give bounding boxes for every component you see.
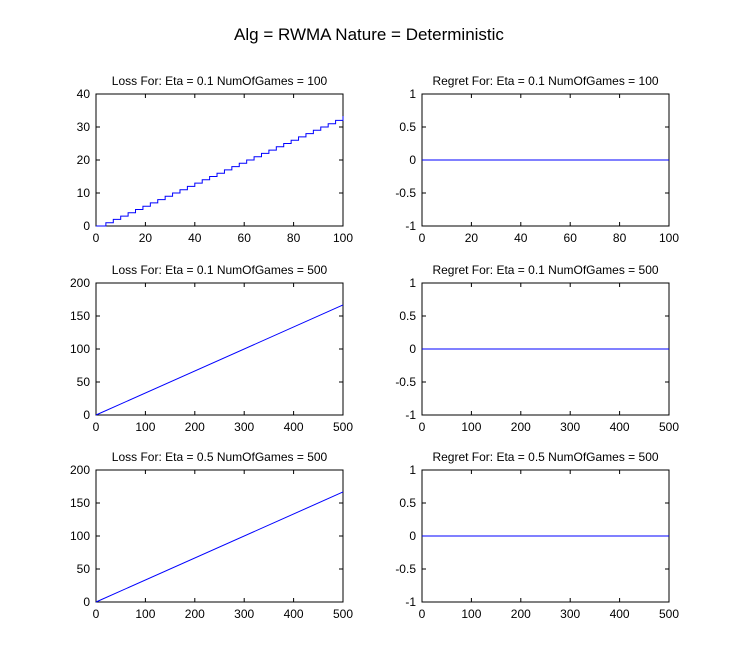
subplot-title: Regret For: Eta = 0.5 NumOfGames = 500 [432,450,658,464]
subplot-5: Loss For: Eta = 0.5 NumOfGames = 500 0 100… [70,450,353,621]
x-tick-label: 100 [135,607,155,621]
x-tick-label: 500 [659,420,679,434]
y-tick-label: 200 [70,276,90,290]
subplot-6: Regret For: Eta = 0.5 NumOfGames = 500 0 1… [395,450,679,621]
y-tick-label: 1 [409,463,416,477]
y-tick-label: 0.5 [399,496,416,510]
y-tick-label: 50 [77,562,91,576]
series-line-1 [96,116,344,227]
y-tick-label: 20 [77,153,91,167]
x-tick-label: 400 [284,420,304,434]
x-tick-label: 300 [560,607,580,621]
y-tick-label: 0 [409,153,416,167]
y-tick-label: 1 [409,276,416,290]
plot-area [95,469,344,603]
y-tick-label: 10 [77,186,91,200]
x-tick-label: 200 [185,420,205,434]
subplot-4: Regret For: Eta = 0.1 NumOfGames = 500 0 1… [395,263,679,434]
y-tick-label: 50 [77,375,91,389]
y-tick-label: 0.5 [399,120,416,134]
x-tick-label: 20 [139,231,153,245]
x-tick-label: 40 [188,231,202,245]
subplot-title: Loss For: Eta = 0.1 NumOfGames = 100 [112,74,328,88]
y-tick-label: -0.5 [395,562,416,576]
y-tick-label: 0 [409,529,416,543]
y-tick-label: 100 [70,342,90,356]
y-tick-label: 30 [77,120,91,134]
x-tick-label: 40 [514,231,528,245]
x-tick-label: 80 [287,231,301,245]
x-tick-label: 0 [93,231,100,245]
figure-suptitle: Alg = RWMA Nature = Deterministic [234,25,504,44]
y-tick-label: 0.5 [399,309,416,323]
x-tick-label: 200 [185,607,205,621]
x-tick-label: 60 [238,231,252,245]
subplot-3: Loss For: Eta = 0.1 NumOfGames = 500 0 100… [70,263,353,434]
y-tick-label: 100 [70,529,90,543]
y-tick-label: -1 [405,408,416,422]
x-tick-label: 80 [613,231,627,245]
x-tick-label: 20 [465,231,479,245]
x-tick-label: 300 [234,607,254,621]
y-tick-label: -1 [405,595,416,609]
x-tick-label: 60 [564,231,578,245]
y-tick-label: 0 [83,219,90,233]
series-line-1 [95,304,344,416]
x-tick-label: 400 [610,607,630,621]
x-tick-label: 100 [461,420,481,434]
subplot-title: Loss For: Eta = 0.5 NumOfGames = 500 [112,450,328,464]
series-line-1 [95,491,344,603]
y-tick-label: 40 [77,87,91,101]
y-tick-label: 0 [409,342,416,356]
x-tick-label: 100 [461,607,481,621]
x-tick-label: 0 [419,607,426,621]
plot-area [95,282,344,416]
y-tick-label: 150 [70,309,90,323]
y-tick-label: 200 [70,463,90,477]
y-tick-label: 1 [409,87,416,101]
x-tick-label: 400 [284,607,304,621]
x-tick-label: 100 [659,231,679,245]
x-tick-label: 100 [333,231,353,245]
x-tick-label: 400 [610,420,630,434]
subplot-1: Loss For: Eta = 0.1 NumOfGames = 100 0 20 4… [77,74,354,245]
x-tick-label: 100 [135,420,155,434]
x-tick-label: 0 [419,420,426,434]
subplot-title: Regret For: Eta = 0.1 NumOfGames = 100 [432,74,658,88]
x-tick-label: 300 [234,420,254,434]
x-tick-label: 0 [93,607,100,621]
x-tick-label: 300 [560,420,580,434]
y-tick-label: 0 [83,595,90,609]
x-tick-label: 500 [659,607,679,621]
y-tick-label: -0.5 [395,186,416,200]
y-tick-label: -1 [405,219,416,233]
x-tick-label: 200 [511,607,531,621]
subplot-title: Loss For: Eta = 0.1 NumOfGames = 500 [112,263,328,277]
y-tick-label: -0.5 [395,375,416,389]
y-tick-label: 0 [83,408,90,422]
x-tick-label: 500 [333,607,353,621]
x-tick-label: 500 [333,420,353,434]
x-tick-label: 0 [419,231,426,245]
subplot-title: Regret For: Eta = 0.1 NumOfGames = 500 [432,263,658,277]
subplot-2: Regret For: Eta = 0.1 NumOfGames = 100 0 2… [395,74,679,245]
x-tick-label: 0 [93,420,100,434]
x-tick-label: 200 [511,420,531,434]
plot-area [95,93,344,227]
y-tick-label: 150 [70,496,90,510]
